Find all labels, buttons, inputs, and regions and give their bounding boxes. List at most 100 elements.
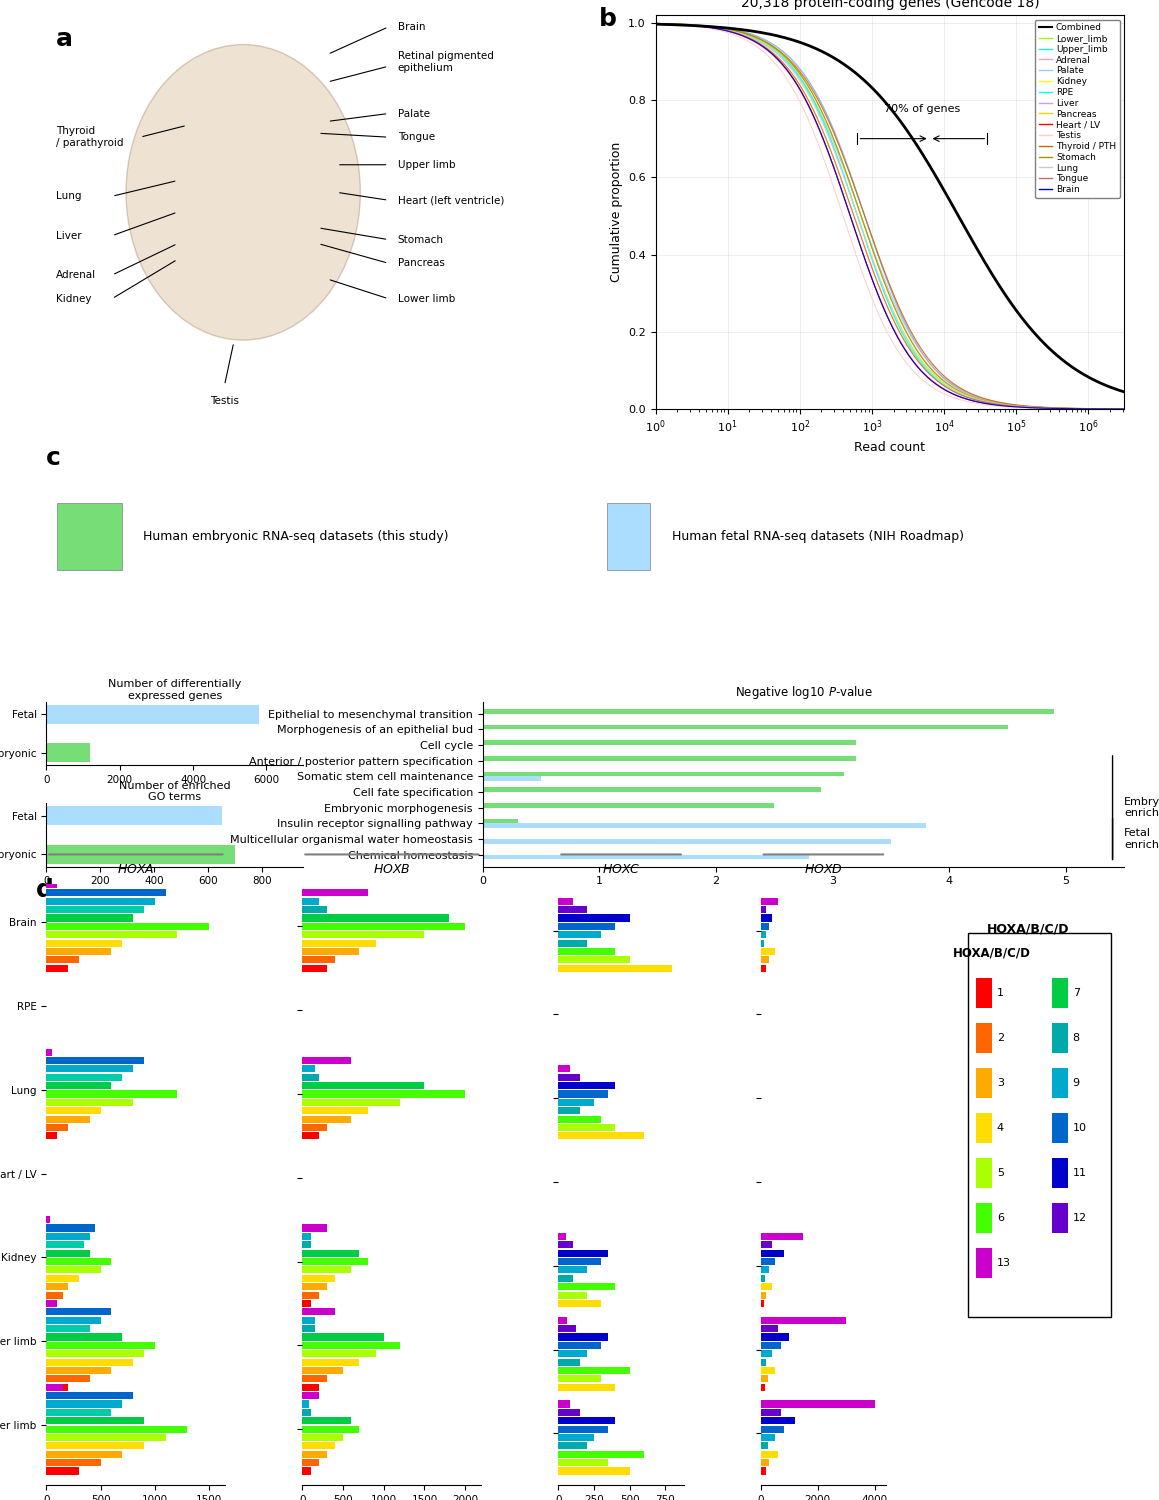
Bar [760, 939, 764, 946]
Text: 13: 13 [997, 1258, 1011, 1268]
Title: $\it{HOXB}$: $\it{HOXB}$ [373, 864, 410, 876]
Bar [46, 1100, 133, 1106]
Bar [760, 922, 770, 930]
Bar [46, 1275, 79, 1282]
Bar [46, 1450, 123, 1458]
Bar [46, 1132, 57, 1140]
Text: Human embryonic RNA-seq datasets (this study): Human embryonic RNA-seq datasets (this s… [144, 530, 449, 543]
Bar [302, 1401, 309, 1407]
Bar [482, 741, 857, 746]
Text: d: d [36, 879, 53, 903]
Bar [760, 932, 766, 939]
Text: HOXA/B/C/D: HOXA/B/C/D [987, 922, 1070, 936]
Bar [302, 1418, 351, 1425]
Bar [760, 915, 772, 921]
Bar [46, 1317, 101, 1324]
Bar [302, 1124, 327, 1131]
Bar [46, 1418, 144, 1425]
Bar [760, 1383, 765, 1390]
Text: 11: 11 [1073, 1167, 1087, 1178]
Bar [46, 1074, 123, 1082]
Text: Thyroid
/ parathyroid: Thyroid / parathyroid [56, 126, 123, 148]
FancyBboxPatch shape [1051, 1113, 1067, 1143]
Bar [302, 1350, 376, 1358]
FancyBboxPatch shape [976, 1248, 992, 1278]
Bar [559, 964, 672, 972]
Bar [760, 1342, 781, 1348]
Bar [760, 1240, 772, 1248]
Bar [46, 1350, 144, 1358]
Bar [46, 1250, 89, 1257]
FancyBboxPatch shape [1051, 1158, 1067, 1188]
Bar [302, 1359, 359, 1365]
Bar [760, 1418, 795, 1425]
Bar [302, 922, 465, 930]
Text: 3: 3 [997, 1077, 1004, 1088]
Bar [46, 1116, 89, 1122]
Bar [559, 948, 615, 956]
Bar [760, 1359, 766, 1365]
Bar [46, 939, 123, 946]
Bar [760, 948, 775, 956]
Bar [559, 1107, 580, 1114]
Bar [302, 1383, 319, 1390]
Bar [302, 1376, 327, 1383]
Y-axis label: Cumulative proportion: Cumulative proportion [610, 142, 622, 282]
Bar [46, 1258, 111, 1264]
Bar [559, 939, 586, 946]
Text: Lower limb: Lower limb [398, 294, 455, 303]
Bar [559, 1074, 580, 1082]
Bar [46, 1048, 52, 1056]
Text: Stomach: Stomach [398, 234, 444, 244]
Bar [482, 802, 774, 807]
Bar [46, 880, 57, 888]
Bar [559, 1258, 602, 1264]
Bar [559, 1418, 615, 1425]
Bar [302, 915, 449, 921]
Text: 10: 10 [1073, 1122, 1087, 1132]
Bar [559, 1116, 602, 1122]
FancyBboxPatch shape [1051, 1203, 1067, 1233]
Bar [760, 1450, 778, 1458]
Bar [302, 1366, 343, 1374]
Bar [760, 1300, 764, 1306]
Bar [559, 1443, 586, 1449]
Bar [46, 1058, 144, 1064]
Bar [760, 897, 778, 904]
Bar [302, 1392, 319, 1400]
Bar [760, 1275, 765, 1282]
Bar [302, 1250, 359, 1257]
Bar [559, 1300, 602, 1306]
Bar [302, 1275, 335, 1282]
Bar [302, 1240, 311, 1248]
Text: Lung: Lung [56, 192, 81, 201]
Bar [559, 932, 602, 939]
Title: $\it{HOXD}$: $\it{HOXD}$ [804, 864, 843, 876]
FancyBboxPatch shape [976, 1158, 992, 1188]
Bar [46, 1090, 176, 1098]
Legend: Combined, Lower_limb, Upper_limb, Adrenal, Palate, Kidney, RPE, Liver, Pancreas,: Combined, Lower_limb, Upper_limb, Adrena… [1035, 20, 1120, 198]
Bar [46, 1334, 123, 1341]
Bar [46, 1300, 57, 1306]
Bar [559, 1275, 573, 1282]
Bar [302, 1342, 400, 1348]
Bar [302, 1334, 384, 1341]
Bar [46, 948, 111, 956]
FancyBboxPatch shape [976, 1113, 992, 1143]
Bar [46, 1425, 188, 1432]
Bar [46, 1366, 111, 1374]
Bar [302, 1258, 367, 1264]
Bar [482, 855, 809, 859]
Bar [760, 1434, 775, 1442]
Title: $\it{HOXA}$: $\it{HOXA}$ [117, 864, 154, 876]
Bar [46, 1240, 85, 1248]
Bar [46, 922, 209, 930]
Bar [559, 1350, 586, 1358]
FancyBboxPatch shape [976, 1068, 992, 1098]
Bar [559, 915, 629, 921]
Bar [559, 1450, 644, 1458]
Bar [46, 1460, 101, 1466]
Bar [559, 1317, 567, 1324]
Bar [760, 1460, 770, 1466]
Text: Embryo
enriched: Embryo enriched [1124, 796, 1159, 819]
